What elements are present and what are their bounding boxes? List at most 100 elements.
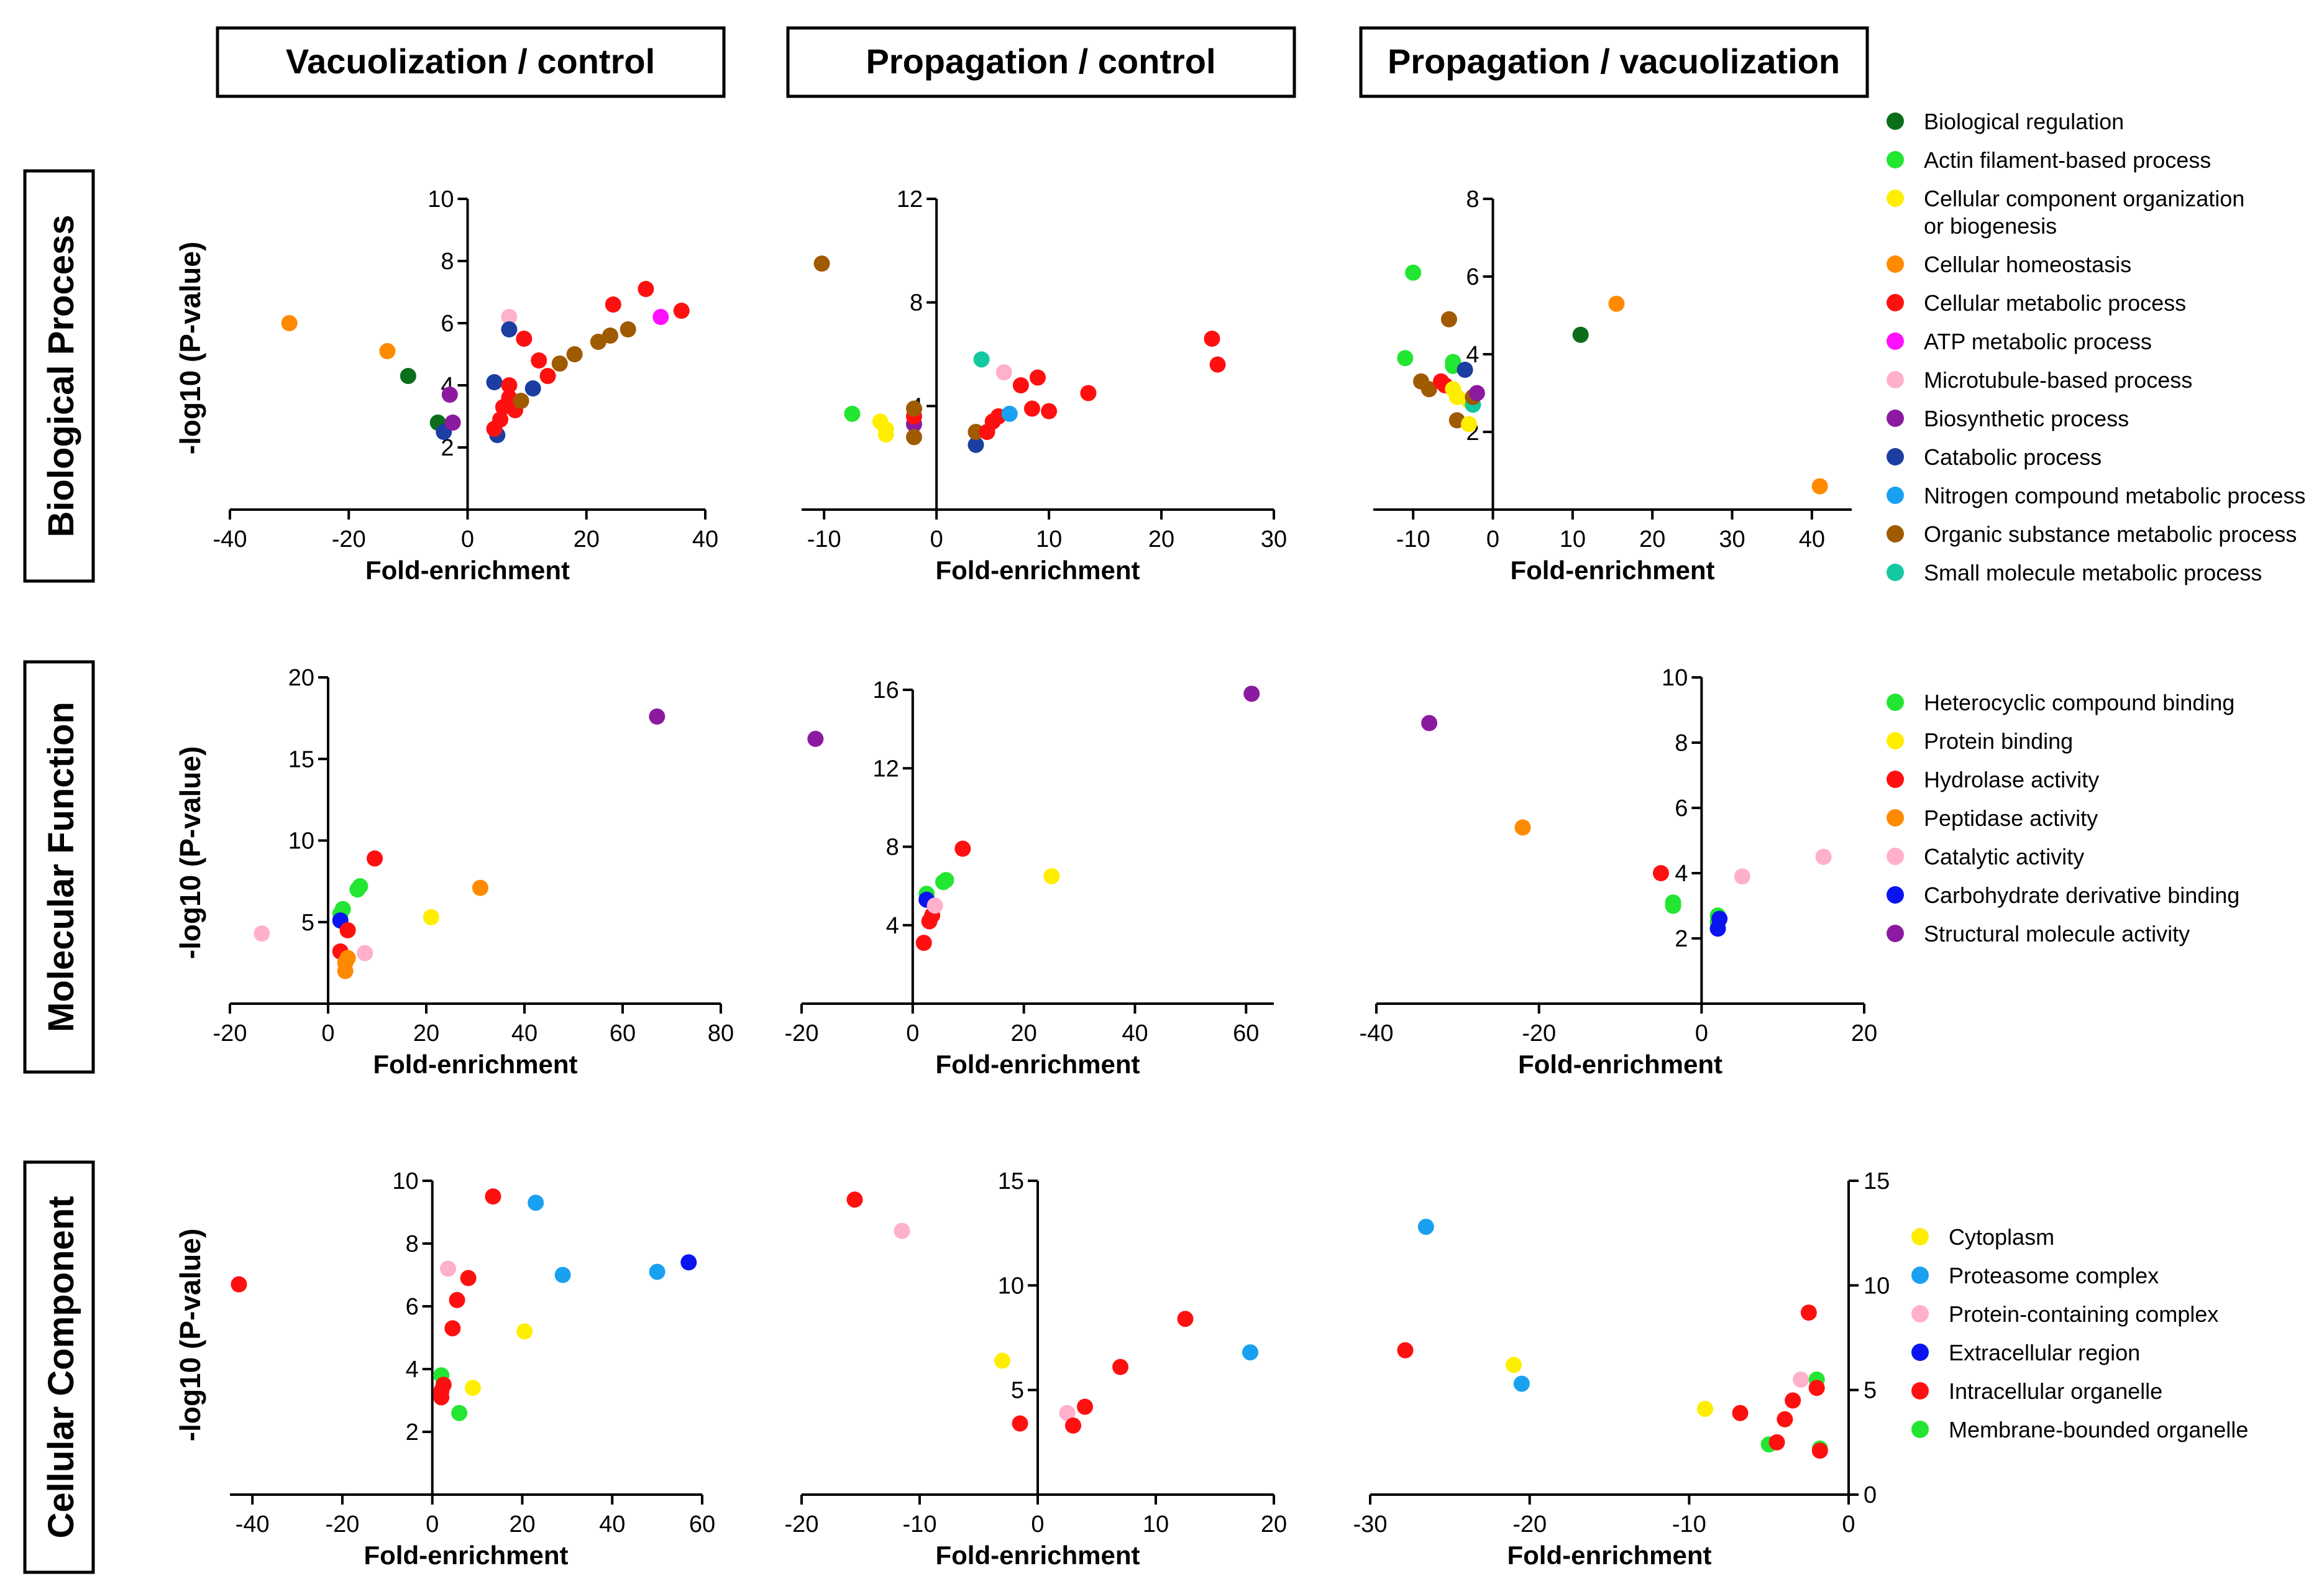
data-point	[1777, 1411, 1793, 1427]
data-point	[501, 377, 518, 393]
legend-marker	[1887, 694, 1904, 711]
data-point	[1112, 1359, 1128, 1375]
y-tick-label: 10	[428, 186, 454, 213]
data-point	[485, 1188, 501, 1205]
data-point	[1514, 819, 1531, 836]
x-axis-label: Fold-enrichment	[365, 556, 570, 585]
legend-label: Carbohydrate derivative binding	[1924, 882, 2239, 908]
x-tick-label: -30	[1353, 1511, 1388, 1537]
plots-layer: -40 -20 0 20 40 2 4 6 8 10 Fold-enrichment -10 0 10 20…	[213, 186, 1890, 1570]
data-point	[231, 1276, 247, 1293]
data-point	[905, 400, 922, 417]
legend-marker	[1887, 925, 1904, 942]
y-tick-label: 10	[288, 828, 314, 855]
x-tick-label: 40	[1799, 526, 1825, 552]
y-tick-label: 8	[441, 249, 454, 275]
x-tick-label: 0	[1695, 1020, 1708, 1047]
data-point	[1815, 848, 1832, 865]
legend-label: Catalytic activity	[1924, 844, 2084, 869]
y-tick-label: 6	[1675, 795, 1688, 822]
legend-marker	[1911, 1382, 1929, 1400]
data-point	[1665, 894, 1681, 911]
y-tick-label: 20	[288, 665, 314, 691]
x-tick-label: 20	[574, 526, 600, 552]
data-point	[807, 730, 824, 747]
data-point	[673, 303, 690, 319]
legend-marker	[1887, 886, 1904, 904]
data-point	[1457, 362, 1473, 378]
row-title-1: Biological Process	[41, 215, 81, 538]
legend-marker	[1887, 294, 1904, 311]
data-point	[1800, 1304, 1817, 1321]
legend-label: Nitrogen compound metabolic process	[1924, 483, 2305, 508]
y-tick-label: 6	[1466, 264, 1479, 290]
y-tick-label: 5	[1011, 1378, 1024, 1404]
legend-cc: Cytoplasm Proteasome complex Protein-conta…	[1911, 1224, 2248, 1442]
legend-marker	[1911, 1344, 1929, 1361]
legend-label: Structural molecule activity	[1924, 921, 2190, 946]
x-tick-label: -10	[903, 1511, 937, 1537]
legend-label: Heterocyclic compound binding	[1924, 690, 2235, 715]
data-point	[1652, 865, 1669, 881]
x-tick-label: 20	[1011, 1020, 1037, 1047]
x-tick-label: 60	[610, 1020, 636, 1047]
x-axis-label: Fold-enrichment	[1510, 556, 1714, 585]
legend-marker	[1887, 190, 1904, 207]
data-point	[1059, 1405, 1076, 1421]
x-tick-label: -20	[213, 1020, 247, 1047]
data-point	[1012, 377, 1029, 393]
x-tick-label: -40	[236, 1511, 270, 1537]
data-point	[516, 331, 533, 347]
scatter-panel-mf-pv: -40 -20 0 20 2 4 6 8 10 Fold-enrichment	[1360, 665, 1878, 1079]
y-tick-label: 6	[441, 311, 454, 337]
y-tick-label: 10	[998, 1273, 1024, 1299]
data-point	[501, 321, 518, 337]
legend-marker	[1887, 564, 1904, 581]
data-point	[894, 1222, 910, 1239]
data-point	[638, 281, 654, 297]
data-point	[1030, 369, 1046, 386]
x-tick-label: 80	[708, 1020, 734, 1047]
x-tick-label: -40	[1360, 1020, 1394, 1047]
data-point	[649, 708, 666, 725]
legend-label: Cellular metabolic process	[1924, 290, 2186, 316]
legend-label: Peptidase activity	[1924, 805, 2098, 831]
y-tick-label: 8	[406, 1231, 419, 1257]
data-point	[400, 368, 416, 384]
data-point	[1065, 1417, 1081, 1434]
data-point	[1077, 1398, 1093, 1415]
x-tick-label: 20	[1148, 526, 1174, 552]
data-point	[1468, 385, 1485, 401]
legend-marker	[1887, 771, 1904, 788]
y-tick-label: 2	[441, 435, 454, 461]
data-point	[905, 429, 922, 446]
data-point	[441, 387, 458, 403]
x-tick-label: 20	[1851, 1020, 1877, 1047]
data-point	[513, 393, 529, 409]
legend-marker	[1887, 255, 1904, 273]
x-tick-label: 60	[689, 1511, 715, 1537]
data-point	[938, 872, 954, 889]
data-point	[1397, 1342, 1414, 1359]
data-point	[1793, 1371, 1809, 1388]
legend-label: Biological regulation	[1924, 109, 2124, 134]
x-tick-label: 40	[511, 1020, 538, 1047]
data-point	[367, 850, 383, 867]
legend-label: Protein-containing complex	[1949, 1301, 2218, 1327]
column-header-2: Propagation / control	[786, 26, 1296, 98]
data-point	[1243, 685, 1260, 702]
data-point	[531, 352, 547, 369]
data-point	[915, 935, 932, 951]
data-point	[339, 922, 356, 938]
y-tick-label: 4	[1466, 342, 1479, 368]
y-tick-label: 5	[1864, 1378, 1877, 1404]
legend-marker	[1887, 848, 1904, 865]
data-point	[472, 879, 488, 896]
x-tick-label: 0	[1486, 526, 1499, 552]
data-point	[1572, 326, 1589, 343]
y-tick-label: 12	[897, 186, 923, 213]
data-point	[1811, 1442, 1828, 1459]
y-tick-label: 4	[406, 1357, 419, 1383]
legend-marker	[1887, 487, 1904, 504]
